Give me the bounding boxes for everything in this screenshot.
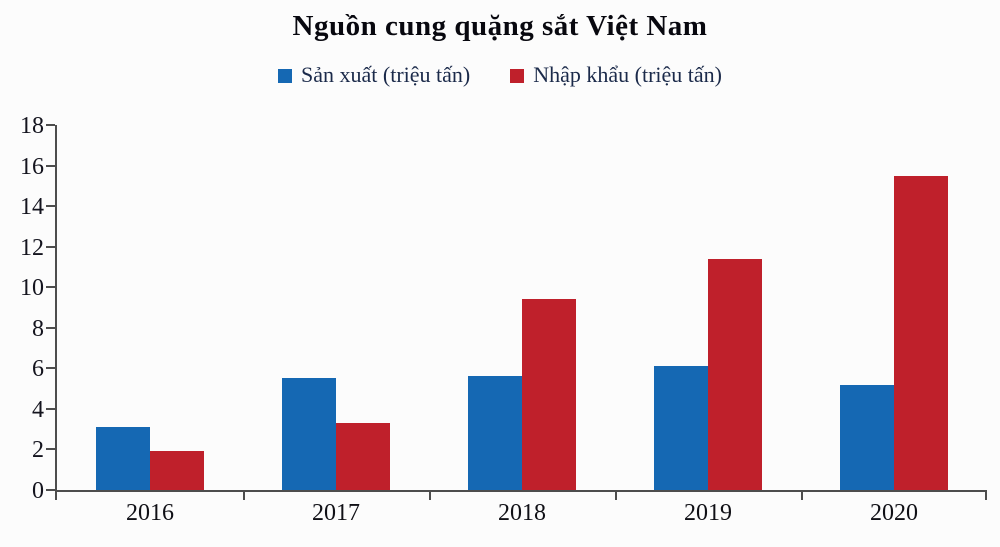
y-axis-tick: [46, 448, 55, 451]
bar-series0-2017: [282, 378, 336, 490]
x-axis-label: 2018: [498, 500, 546, 526]
legend-marker-icon: [278, 69, 292, 83]
x-axis-tick: [243, 492, 245, 500]
bar-series0-2018: [468, 376, 522, 490]
x-axis-label: 2020: [870, 500, 918, 526]
legend-item-0: Sản xuất (triệu tấn): [278, 62, 470, 88]
bar-series0-2020: [840, 384, 894, 490]
y-axis-label: 8: [32, 315, 44, 342]
y-axis-label: 16: [20, 153, 44, 180]
chart-title: Nguồn cung quặng sắt Việt Nam: [292, 10, 708, 42]
y-axis-label: 6: [32, 356, 44, 383]
y-axis-label: 12: [20, 234, 44, 261]
bar-series1-2016: [150, 451, 204, 490]
x-axis-label: 2016: [126, 500, 174, 526]
x-axis-tick: [985, 492, 987, 500]
y-axis-label: 10: [20, 275, 44, 302]
bar-series1-2020: [894, 175, 948, 490]
legend: Sản xuất (triệu tấn) Nhập khẩu (triệu tấn…: [0, 62, 1000, 88]
y-axis-tick: [46, 367, 55, 370]
y-axis-label: 2: [32, 437, 44, 464]
legend-item-1: Nhập khẩu (triệu tấn): [510, 62, 722, 88]
y-axis-tick: [46, 407, 55, 410]
legend-label: Nhập khẩu (triệu tấn): [533, 62, 722, 87]
y-axis-tick: [46, 205, 55, 208]
y-axis-tick: [46, 326, 55, 329]
legend-marker-icon: [510, 69, 525, 83]
bar-series1-2019: [708, 258, 762, 490]
y-axis-tick: [46, 286, 55, 289]
x-axis-label: 2019: [684, 500, 732, 526]
x-axis-tick: [801, 492, 803, 500]
y-axis-tick: [46, 489, 55, 491]
bar-series1-2017: [336, 423, 390, 490]
bar-series0-2016: [96, 427, 150, 490]
y-axis-tick: [46, 245, 55, 248]
bar-series0-2019: [654, 366, 708, 490]
y-axis-tick: [46, 124, 55, 126]
y-axis-tick: [46, 164, 55, 167]
plot-area: 0 2 4 6 8 10 12 14 16 18 2016 2017 2018 2019 2020: [20, 114, 987, 526]
x-axis-tick: [55, 492, 57, 500]
x-axis-tick: [429, 492, 431, 500]
y-axis-label: 18: [20, 113, 44, 139]
x-axis-tick: [615, 492, 617, 500]
bar-series1-2018: [522, 299, 576, 490]
x-axis-label: 2017: [312, 500, 360, 526]
y-axis-label: 0: [32, 478, 44, 504]
legend-label: Sản xuất (triệu tấn): [301, 62, 471, 87]
y-axis-label: 4: [32, 396, 44, 423]
y-axis-label: 14: [20, 194, 44, 221]
